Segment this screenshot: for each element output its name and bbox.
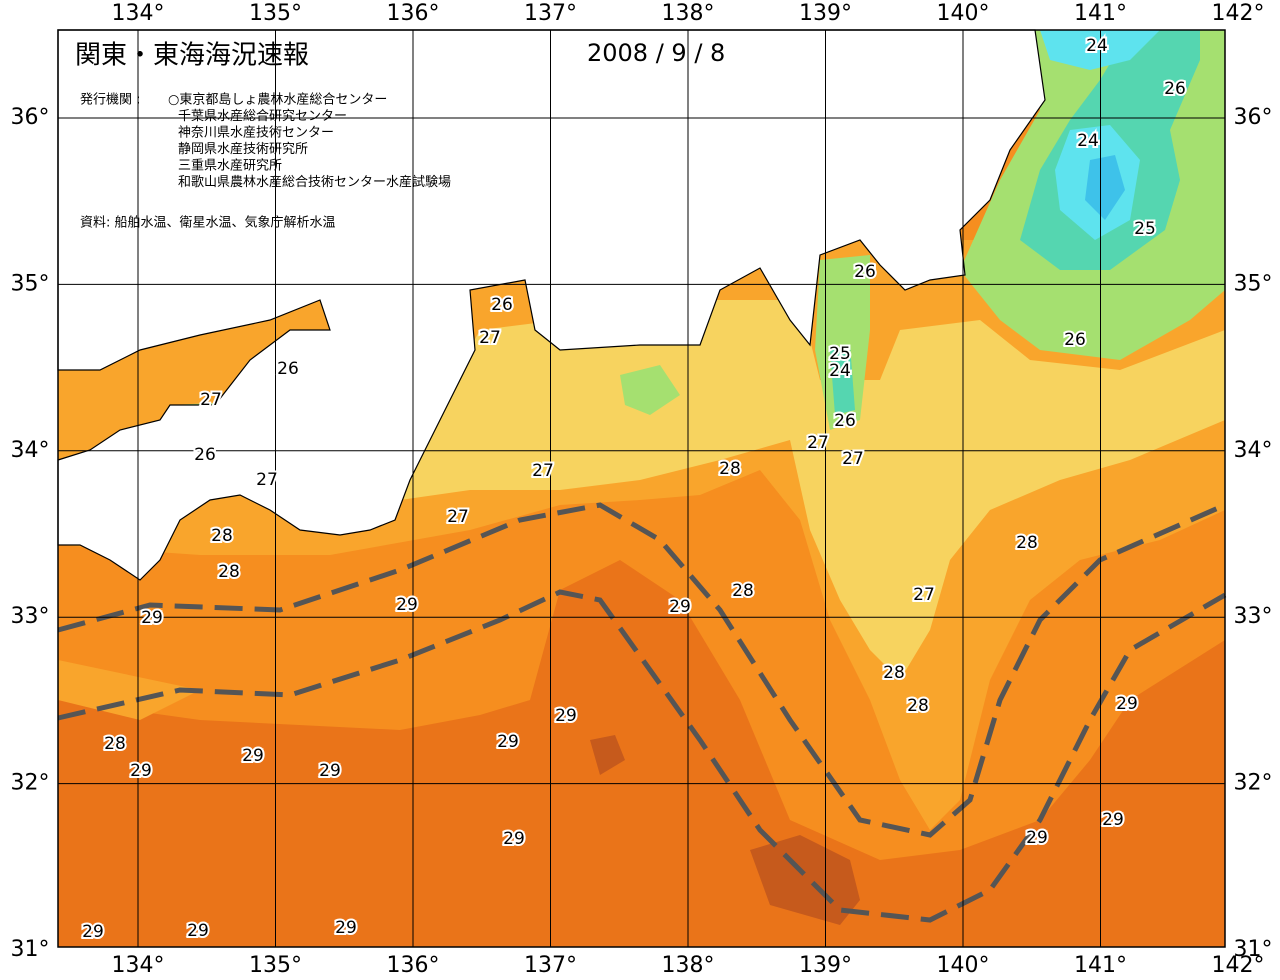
- contour-label: 27: [479, 328, 501, 348]
- lat-label-left: 35°: [11, 271, 50, 296]
- contour-label: 29: [396, 595, 418, 615]
- lat-label-right: 36°: [1234, 105, 1273, 130]
- contour-label: 29: [1026, 828, 1048, 848]
- lat-label-left: 36°: [11, 105, 50, 130]
- lat-label-left: 33°: [11, 604, 50, 629]
- lat-label-left: 34°: [11, 438, 50, 463]
- contour-label: 25: [829, 344, 851, 364]
- lon-label-top: 142°: [1212, 1, 1265, 26]
- contour-label: 27: [842, 449, 864, 469]
- contour-label: 27: [913, 585, 935, 605]
- publisher: 千葉県水産総合研究センター: [178, 108, 347, 124]
- sea-darkest: [590, 735, 860, 925]
- lon-label-bottom: 138°: [662, 953, 715, 978]
- title: 関東・東海海況速報: [75, 41, 309, 71]
- contour-label: 26: [1164, 79, 1186, 99]
- contour-label: 27: [200, 390, 222, 410]
- lon-label-bottom: 141°: [1074, 953, 1127, 978]
- lat-label-left: 31°: [11, 937, 50, 962]
- lon-label-bottom: 140°: [937, 953, 990, 978]
- contour-label: 26: [834, 411, 856, 431]
- publisher: 和歌山県農林水産総合技術センター水産試験場: [178, 174, 451, 190]
- contour-label: 29: [1102, 810, 1124, 830]
- lat-label-right: 31°: [1234, 937, 1273, 962]
- lon-label-top: 136°: [387, 1, 440, 26]
- contour-label: 28: [1016, 533, 1038, 553]
- publisher-label: 発行機関 :: [80, 93, 141, 108]
- contour-label: 26: [854, 262, 876, 282]
- publisher: 神奈川県水産技術センター: [178, 125, 334, 141]
- contour-label: 27: [532, 461, 554, 481]
- map-frame: [57, 29, 1226, 948]
- lat-label-right: 32°: [1234, 771, 1273, 796]
- lon-label-top: 137°: [524, 1, 577, 26]
- lon-label-top: 134°: [112, 1, 165, 26]
- publisher-list: ○東京都島しょ農林水産総合センター千葉県水産総合研究センター神奈川県水産技術セン…: [168, 92, 451, 191]
- lon-label-bottom: 142°: [1212, 953, 1265, 978]
- contour-label: 29: [242, 746, 264, 766]
- contour-label: 29: [503, 829, 525, 849]
- contour-label: 24: [1077, 131, 1099, 151]
- lon-label-top: 135°: [249, 1, 302, 26]
- sea-23: [1085, 155, 1125, 220]
- contour-label: 26: [1064, 330, 1086, 350]
- contour-label: 28: [907, 696, 929, 716]
- contour-label: 27: [447, 507, 469, 527]
- sea-darker: [58, 560, 1225, 947]
- lon-label-top: 138°: [662, 1, 715, 26]
- publisher: 静岡県水産技術研究所: [178, 141, 308, 157]
- lon-label-top: 139°: [799, 1, 852, 26]
- contour-label: 27: [807, 433, 829, 453]
- contour-label: 29: [141, 608, 163, 628]
- lon-label-bottom: 135°: [249, 953, 302, 978]
- contour-label: 24: [1086, 36, 1108, 56]
- contour-label: 28: [883, 663, 905, 683]
- contour-label: 29: [335, 918, 357, 938]
- land: [57, 29, 1046, 581]
- lon-label-bottom: 137°: [524, 953, 577, 978]
- lon-label-bottom: 134°: [112, 953, 165, 978]
- lat-label-right: 35°: [1234, 271, 1273, 296]
- lon-label-bottom: 136°: [387, 953, 440, 978]
- contour-label: 29: [82, 922, 104, 942]
- publisher: 三重県水産研究所: [178, 158, 282, 174]
- lon-label-bottom: 139°: [799, 953, 852, 978]
- contour-label: 28: [218, 562, 240, 582]
- lat-label-right: 33°: [1234, 604, 1273, 629]
- date: 2008 / 9 / 8: [587, 39, 725, 67]
- lon-label-top: 140°: [937, 1, 990, 26]
- publisher: ○東京都島しょ農林水産総合センター: [168, 92, 387, 108]
- contour-label: 29: [497, 732, 519, 752]
- contour-label: 25: [1134, 219, 1156, 239]
- contour-label: 29: [130, 761, 152, 781]
- graticule: [58, 30, 1225, 947]
- kuroshio-axis: [57, 589, 1227, 923]
- contour-label: 29: [319, 761, 341, 781]
- contour-label: 26: [194, 445, 216, 465]
- contour-label: 24: [829, 361, 851, 381]
- contour-label: 28: [211, 526, 233, 546]
- contour-label: 26: [491, 295, 513, 315]
- sea-27: [400, 300, 1225, 680]
- contour-labels: 2426242526262627262726272524262727282727…: [80, 34, 1188, 944]
- source: 資料: 船舶水温、衛星水温、気象庁解析水温: [80, 215, 336, 231]
- lon-label-top: 141°: [1074, 1, 1127, 26]
- contour-label: 28: [732, 581, 754, 601]
- contour-label: 27: [256, 470, 278, 490]
- contour-label: 28: [104, 734, 126, 754]
- contour-label: 29: [669, 597, 691, 617]
- contour-label: 29: [1116, 694, 1138, 714]
- lat-label-right: 34°: [1234, 438, 1273, 463]
- map-area: [57, 29, 1227, 948]
- kuroshio-edge: [57, 502, 1227, 838]
- contour-label: 26: [277, 359, 299, 379]
- lat-label-left: 32°: [11, 771, 50, 796]
- contour-label: 29: [187, 921, 209, 941]
- contour-label: 28: [719, 459, 741, 479]
- contour-label: 29: [555, 706, 577, 726]
